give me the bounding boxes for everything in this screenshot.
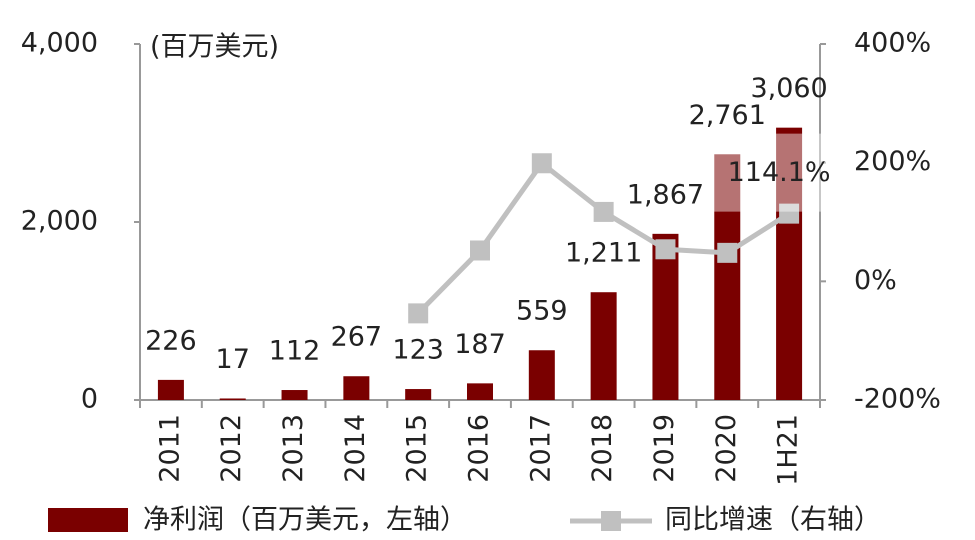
bar-label: 112 [269,336,321,367]
y2-tick-label: -200% [854,384,941,415]
legend-swatch [48,508,128,532]
x-tick-label: 1H21 [773,414,804,486]
line-marker [717,242,738,263]
bar [343,376,370,400]
bar-label: 1,211 [565,238,642,269]
bar [467,383,493,400]
x-tick-label: 2016 [464,414,495,483]
line-marker [470,240,490,261]
y2-tick-label: 400% [854,28,931,59]
bar [281,390,308,400]
legend-swatch [601,511,621,531]
line-marker [408,303,429,324]
legend-label: 同比增速（右轴） [665,505,881,536]
y2-tick-label: 200% [854,146,931,177]
x-tick-label: 2018 [587,414,618,483]
bar-label: 226 [145,325,197,356]
bar [405,389,432,400]
line-marker [531,153,552,174]
y2-tick-label: 0% [854,265,897,296]
unit-label: (百万美元) [150,32,279,63]
x-tick-label: 2020 [711,414,742,483]
bar [652,233,679,400]
bar-label: 17 [216,344,250,375]
bar-label: 2,761 [689,100,766,131]
line-label: 114.1% [728,157,831,188]
bar-label: 123 [392,335,444,366]
bar [590,292,617,400]
bar-label: 559 [516,296,568,327]
x-tick-label: 2012 [216,414,247,483]
bar [714,154,741,400]
x-tick-label: 2019 [649,414,680,483]
line-marker [593,201,614,222]
label-highlight [709,133,845,212]
x-tick-label: 2011 [154,414,185,483]
legend-label: 净利润（百万美元，左轴） [143,505,467,536]
bar-label: 1,867 [627,179,704,210]
bar [528,350,555,400]
line-marker [779,203,800,224]
x-tick-label: 2013 [278,414,309,483]
y-tick-label: 2,000 [21,206,98,237]
x-tick-label: 2015 [402,414,433,483]
bar [776,127,803,400]
x-tick-label: 2017 [525,414,556,483]
x-tick-label: 2014 [340,414,371,483]
bar [219,398,246,400]
bar-label: 187 [454,329,506,360]
line-marker [655,239,676,260]
bar-label: 3,060 [750,73,827,104]
y-tick-label: 0 [81,384,98,415]
bar [157,379,184,400]
y-tick-label: 4,000 [21,28,98,59]
bar-label: 267 [331,322,383,353]
